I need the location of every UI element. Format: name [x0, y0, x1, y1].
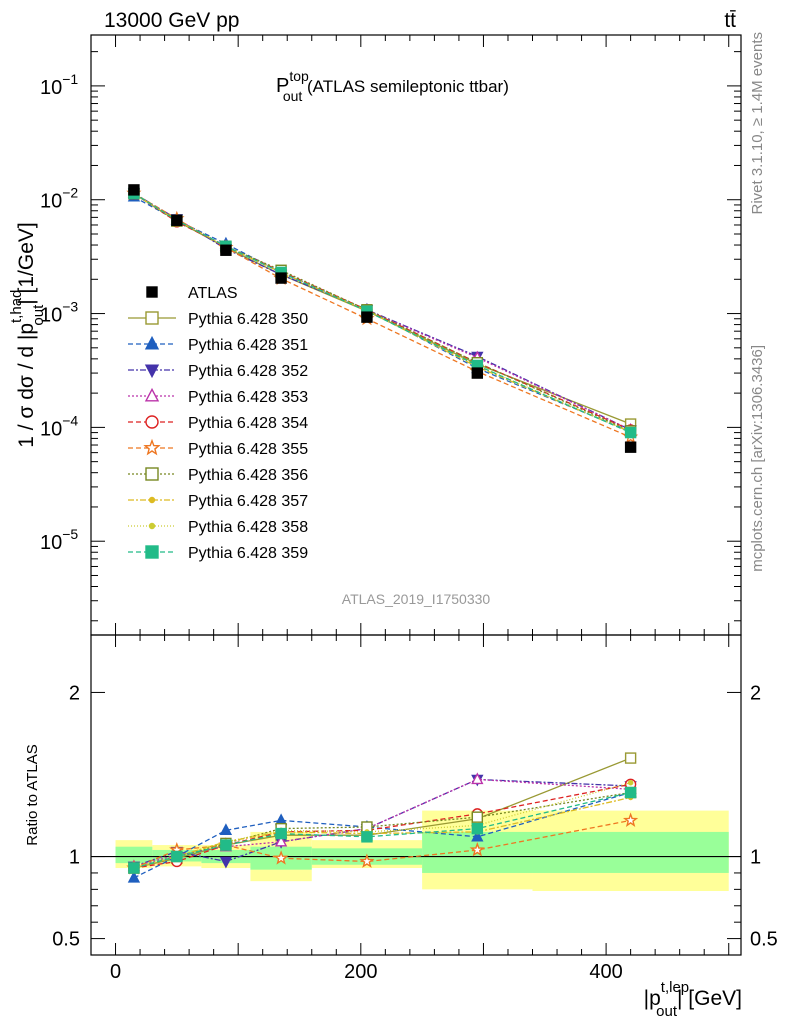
legend-label: Pythia 6.428 356 [188, 467, 308, 484]
ratio-panel: 0.5 0.5 1 1 2 2 0 200 400 Ratio to ATLAS |pt,le… [24, 634, 778, 1020]
ratio-series-point [624, 752, 637, 764]
ratio-series-point [471, 772, 484, 785]
ratio-series-point [275, 827, 287, 840]
ratio-series-point [273, 850, 289, 865]
ratio-series-point [469, 841, 485, 857]
legend-label: Pythia 6.428 358 [188, 519, 308, 536]
atlas-data-point [128, 184, 140, 196]
ratio-y-tick-label-right: 0.5 [750, 929, 778, 951]
legend-label: Pythia 6.428 359 [188, 545, 308, 562]
analysis-watermark: ATLAS_2019_I1750330 [342, 591, 491, 607]
ratio-series-point [624, 786, 637, 799]
atlas-data-point [624, 441, 637, 453]
main-y-axis-label: 1 / σ dσ / d |pt,had out| [1/GeV] [8, 222, 47, 448]
atlas-data-point [171, 214, 183, 226]
legend-label: Pythia 6.428 357 [188, 493, 308, 510]
main-data-points [128, 184, 637, 453]
main-y-tick-label: 10−4 [40, 412, 78, 440]
ratio-series-point [127, 870, 141, 883]
ratio-series-point [128, 862, 140, 874]
ratio-y-tick-label-left: 2 [69, 682, 80, 704]
ratio-axis-ticks [91, 635, 741, 955]
ratio-y-tick-label-right: 2 [750, 682, 761, 704]
ratio-x-tick-label: 200 [344, 961, 377, 983]
ratio-series-point [627, 779, 634, 786]
legend-label: Pythia 6.428 352 [188, 363, 308, 380]
ratio-series-point [622, 812, 639, 827]
legend-label: Pythia 6.428 351 [188, 337, 308, 354]
atlas-data-point [275, 272, 287, 284]
legend-marker [145, 415, 159, 429]
ratio-y-tick-label-left: 0.5 [52, 929, 80, 951]
ratio-x-tick-label: 400 [589, 961, 622, 983]
ratio-series-point [471, 829, 484, 842]
legend-label: Pythia 6.428 353 [188, 389, 308, 406]
ratio-series-point [274, 834, 288, 847]
legend-marker [145, 311, 159, 325]
legend-label: ATLAS [188, 285, 238, 302]
legend-marker [144, 364, 160, 379]
ratio-series-point [171, 850, 183, 863]
legend-marker [144, 387, 160, 402]
x-axis-label: |pt,lep out| [GeV] [644, 979, 742, 1020]
ratio-inner-band [115, 846, 153, 864]
main-y-tick-label: 10−3 [40, 299, 78, 327]
legend-label: Pythia 6.428 350 [188, 311, 308, 328]
ratio-series-point [220, 839, 232, 851]
ratio-y-tick-labels: 0.5 0.5 1 1 2 2 [52, 682, 778, 950]
ratio-frame [90, 634, 742, 956]
ratio-x-tick-label: 0 [110, 961, 121, 983]
ratio-series-point [361, 831, 373, 843]
main-y-tick-label: 10−5 [40, 526, 78, 554]
ratio-y-tick-label-left: 1 [69, 847, 80, 869]
ratio-inner-band [532, 831, 729, 873]
legend-marker [148, 496, 156, 504]
legend-marker [144, 335, 160, 350]
main-y-tick-labels: 10−1 10−2 10−3 10−4 10−5 [40, 71, 78, 554]
legend-label: Pythia 6.428 355 [188, 441, 308, 458]
legend-marker [148, 522, 156, 530]
legend-marker [143, 438, 161, 456]
ratio-series-point [219, 856, 233, 869]
legend-marker [145, 545, 159, 559]
main-y-tick-label: 10−1 [40, 71, 78, 99]
atlas-data-point [471, 367, 484, 379]
atlas-data-point [361, 311, 373, 323]
ratio-series-point [359, 853, 375, 868]
ratio-y-axis-label: Ratio to ATLAS [24, 744, 41, 845]
main-title: Ptop out (ATLAS semileptonic ttbar) [276, 68, 509, 104]
legend-marker [145, 467, 159, 481]
ratio-x-tick-labels: 0 200 400 [110, 961, 623, 983]
legend-marker [146, 286, 158, 298]
main-y-tick-label: 10−2 [40, 185, 78, 213]
mcplots-label: mcplots.cern.ch [arXiv:1306.3436] [749, 345, 766, 572]
ratio-series-lines [126, 752, 639, 883]
process-label: tt̄ [724, 9, 736, 32]
main-panel: 10−1 10−2 10−3 10−4 10−5 Ptop out (ATLAS semi… [8, 34, 742, 636]
main-axis-ticks [91, 35, 741, 635]
ratio-y-tick-label-right: 1 [750, 847, 761, 869]
legend: ATLAS Pythia 6.428 350 Pythia 6.428 351 Pyt… [128, 285, 308, 562]
ratio-series-point [219, 823, 233, 835]
main-series-point [624, 426, 637, 439]
ratio-series-point [471, 811, 484, 823]
energy-label: 13000 GeV pp [104, 9, 239, 32]
atlas-data-point [220, 244, 232, 256]
legend-label: Pythia 6.428 354 [188, 415, 308, 432]
rivet-label: Rivet 3.1.10, ≥ 1.4M events [749, 32, 766, 215]
ratio-series-point [471, 822, 484, 835]
